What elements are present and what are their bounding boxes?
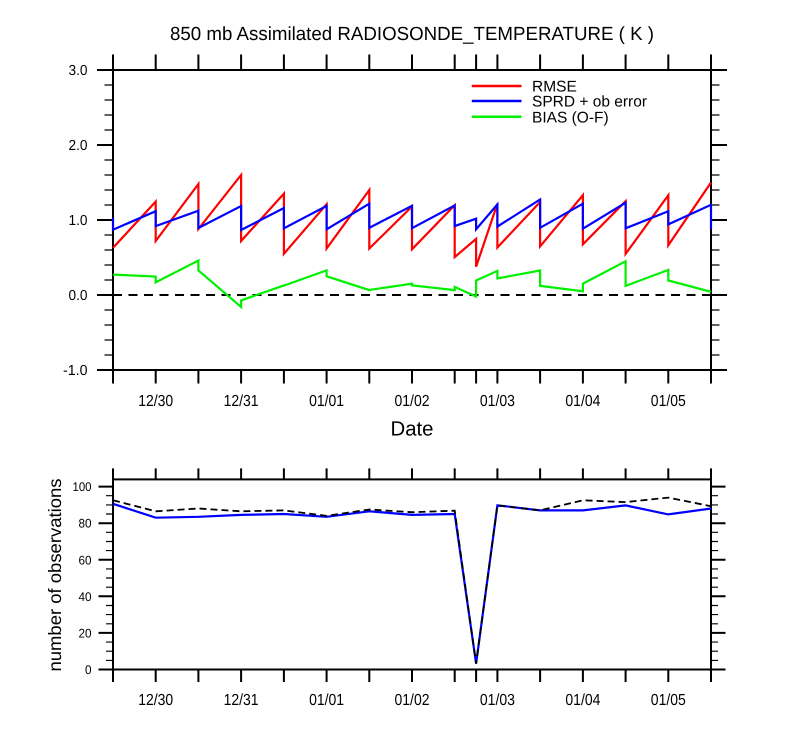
svg-text:BIAS (O-F): BIAS (O-F) — [532, 109, 609, 126]
svg-text:01/03: 01/03 — [480, 393, 515, 410]
svg-text:12/31: 12/31 — [224, 393, 259, 410]
svg-text:20: 20 — [79, 626, 92, 640]
svg-text:12/30: 12/30 — [138, 393, 173, 410]
svg-text:1.0: 1.0 — [69, 213, 88, 229]
svg-text:01/05: 01/05 — [651, 692, 686, 709]
svg-text:01/01: 01/01 — [309, 692, 344, 709]
svg-text:01/05: 01/05 — [651, 393, 686, 410]
svg-text:01/04: 01/04 — [565, 692, 600, 709]
svg-text:Date: Date — [391, 418, 434, 441]
svg-text:0.0: 0.0 — [69, 288, 88, 304]
svg-text:12/30: 12/30 — [138, 692, 173, 709]
svg-text:0: 0 — [85, 663, 92, 677]
svg-text:-1.0: -1.0 — [63, 363, 88, 379]
svg-text:01/04: 01/04 — [565, 393, 600, 410]
svg-text:60: 60 — [79, 553, 92, 567]
svg-text:SPRD + ob error: SPRD + ob error — [532, 94, 647, 111]
svg-text:2.0: 2.0 — [69, 138, 88, 154]
svg-text:12/31: 12/31 — [224, 692, 259, 709]
svg-text:100: 100 — [73, 480, 92, 494]
svg-text:40: 40 — [79, 590, 92, 604]
svg-text:01/02: 01/02 — [395, 393, 430, 410]
svg-text:01/01: 01/01 — [309, 393, 344, 410]
svg-text:RMSE: RMSE — [532, 79, 577, 96]
svg-text:01/02: 01/02 — [395, 692, 430, 709]
svg-text:850 mb Assimilated RADIOSONDE_: 850 mb Assimilated RADIOSONDE_TEMPERATUR… — [170, 24, 654, 45]
svg-text:01/03: 01/03 — [480, 692, 515, 709]
svg-text:3.0: 3.0 — [69, 63, 88, 79]
svg-text:80: 80 — [79, 517, 92, 531]
svg-text:number of observations: number of observations — [45, 479, 65, 672]
